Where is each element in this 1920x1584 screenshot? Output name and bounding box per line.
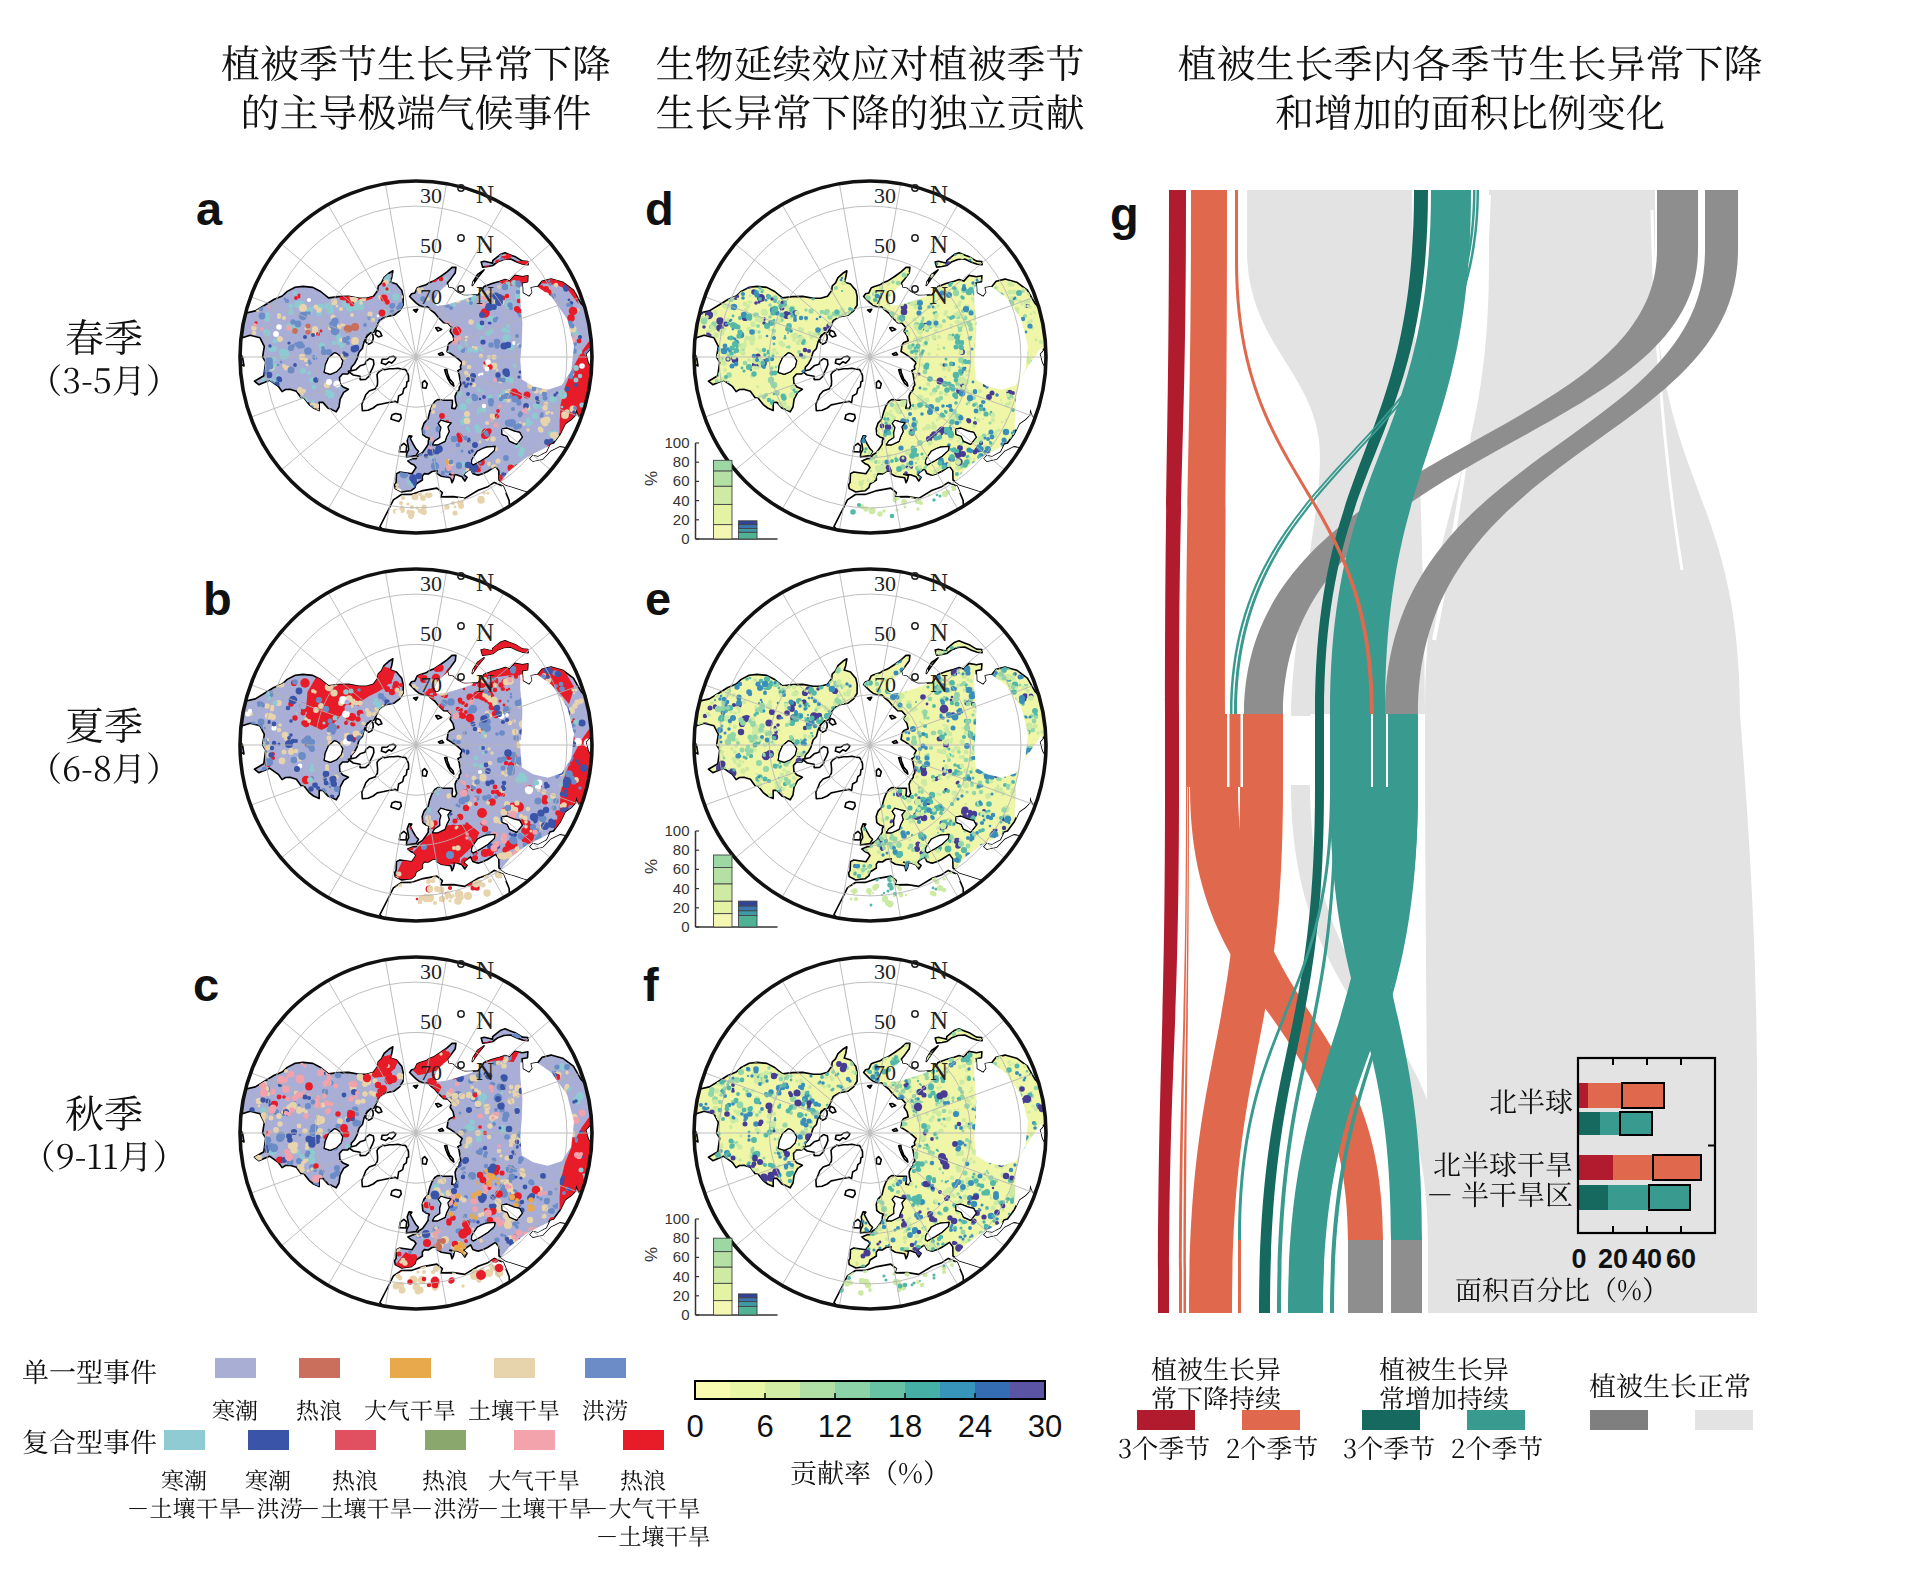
svg-text:40: 40: [1632, 1244, 1662, 1274]
svg-text:0: 0: [686, 1409, 703, 1444]
svg-text:d: d: [645, 182, 674, 235]
svg-text:f: f: [643, 958, 659, 1011]
svg-text:20: 20: [1598, 1244, 1628, 1274]
svg-text:0: 0: [1571, 1244, 1586, 1274]
svg-text:30: 30: [1028, 1409, 1062, 1444]
svg-text:e: e: [645, 572, 671, 625]
svg-text:b: b: [203, 572, 232, 625]
svg-text:24: 24: [958, 1409, 992, 1444]
svg-text:60: 60: [1666, 1244, 1696, 1274]
svg-text:12: 12: [818, 1409, 852, 1444]
svg-text:c: c: [193, 958, 219, 1011]
svg-text:18: 18: [888, 1409, 922, 1444]
svg-text:g: g: [1110, 187, 1139, 240]
svg-text:6: 6: [756, 1409, 773, 1444]
svg-text:a: a: [196, 182, 223, 235]
